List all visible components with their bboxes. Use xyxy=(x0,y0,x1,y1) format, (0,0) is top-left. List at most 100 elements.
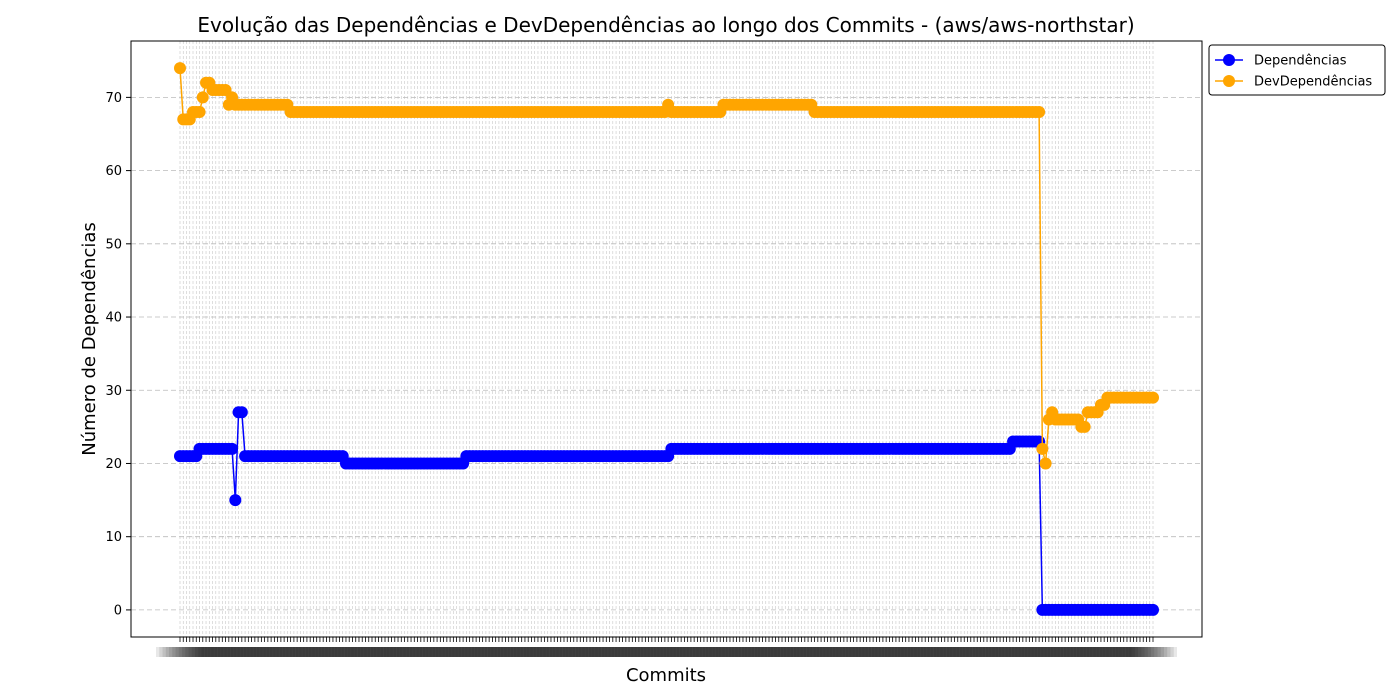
x-tick-label-blob xyxy=(507,647,556,657)
x-tick-label-blob xyxy=(465,647,514,657)
x-tick-label-blob xyxy=(950,647,999,657)
x-tick-label-blob xyxy=(487,647,536,657)
x-tick-label-blob xyxy=(546,647,595,657)
x-tick-label-blob xyxy=(686,647,735,657)
x-tick-label-blob xyxy=(692,647,741,657)
x-tick-label-blob xyxy=(761,647,810,657)
x-tick-label-blob xyxy=(1037,647,1086,657)
x-tick-label-blob xyxy=(429,647,478,657)
x-tick-label-blob xyxy=(523,647,572,657)
x-tick-label-blob xyxy=(738,647,787,657)
x-tick-label-blob xyxy=(292,647,341,657)
x-tick-label-blob xyxy=(1129,647,1177,657)
x-tick-label-blob xyxy=(845,647,894,657)
x-tick-label-blob xyxy=(748,647,797,657)
x-axis-label: Commits xyxy=(626,665,706,686)
x-tick-label-blob xyxy=(458,647,507,657)
x-tick-label-blob xyxy=(634,647,683,657)
x-tick-label-blob xyxy=(582,647,631,657)
x-tick-label-blob xyxy=(530,647,579,657)
x-tick-label-blob xyxy=(1125,647,1174,657)
plot-frame xyxy=(130,40,1203,638)
x-tick-label-blob xyxy=(683,647,732,657)
x-tick-label-blob xyxy=(803,647,852,657)
x-tick-label-blob xyxy=(627,647,676,657)
x-tick-label-blob xyxy=(484,647,533,657)
x-tick-label-blob xyxy=(943,647,992,657)
series-layer xyxy=(174,62,1159,616)
x-tick-label-blob xyxy=(549,647,598,657)
x-tick-label-blob xyxy=(901,647,950,657)
x-tick-label-blob xyxy=(891,647,940,657)
x-tick-label-blob xyxy=(439,647,488,657)
x-tick-label-blob xyxy=(579,647,628,657)
x-tick-label-blob xyxy=(400,647,449,657)
x-tick-label-blob xyxy=(572,647,621,657)
x-tick-label-blob xyxy=(605,647,654,657)
x-tick-label-blob xyxy=(533,647,582,657)
x-tick-label-blob xyxy=(819,647,868,657)
x-tick-label-blob xyxy=(474,647,523,657)
x-tick-label-blob xyxy=(1002,647,1051,657)
x-tick-label-blob xyxy=(276,647,325,657)
x-tick-label-blob xyxy=(907,647,956,657)
x-tick-label-blob xyxy=(510,647,559,657)
x-tick-label-blob xyxy=(416,647,465,657)
x-tick-label-blob xyxy=(976,647,1025,657)
x-tick-label-blob xyxy=(214,647,263,657)
x-tick-label-blob xyxy=(956,647,1005,657)
x-tick-label-blob xyxy=(413,647,462,657)
x-tick-label-blob xyxy=(562,647,611,657)
x-tick-label-blob xyxy=(331,647,380,657)
x-tick-label-blob xyxy=(989,647,1038,657)
x-tick-label-blob xyxy=(500,647,549,657)
x-tick-label-blob xyxy=(403,647,452,657)
x-tick-label-blob xyxy=(657,647,706,657)
x-tick-label-blob xyxy=(1018,647,1067,657)
x-tick-label-blob xyxy=(393,647,442,657)
x-tick-label-blob xyxy=(260,647,309,657)
x-tick-label-blob xyxy=(702,647,751,657)
x-tick-label-blob xyxy=(1015,647,1064,657)
data-point xyxy=(1033,106,1046,119)
x-tick-label-blob xyxy=(468,647,517,657)
x-tick-label-blob xyxy=(1031,647,1080,657)
x-tick-label-blob xyxy=(725,647,774,657)
x-tick-label-blob xyxy=(165,647,214,657)
x-tick-label-blob xyxy=(810,647,859,657)
x-tick-label-blob xyxy=(559,647,608,657)
x-tick-label-blob xyxy=(985,647,1034,657)
x-tick-label-blob xyxy=(888,647,937,657)
x-tick-label-blob xyxy=(344,647,393,657)
y-tick-label: 0 xyxy=(114,603,122,618)
x-tick-label-blob xyxy=(263,647,312,657)
x-tick-label-blob xyxy=(917,647,966,657)
x-tick-label-blob xyxy=(836,647,885,657)
x-tick-label-blob xyxy=(396,647,445,657)
x-tick-label-blob xyxy=(601,647,650,657)
legend-marker xyxy=(1223,54,1235,66)
x-tick-label-blob xyxy=(673,647,722,657)
x-tick-label-blob xyxy=(1041,647,1090,657)
x-tick-label-blob xyxy=(966,647,1015,657)
x-tick-label-blob xyxy=(308,647,357,657)
x-tick-label-blob xyxy=(1102,647,1151,657)
x-tick-label-blob xyxy=(1076,647,1125,657)
x-tick-label-blob xyxy=(539,647,588,657)
x-tick-label-blob xyxy=(556,647,605,657)
y-axis-label: Número de Dependências xyxy=(79,222,100,456)
x-tick-label-blob xyxy=(1060,647,1109,657)
x-tick-label-blob xyxy=(243,647,292,657)
legend-box xyxy=(1208,44,1386,96)
x-tick-label-blob xyxy=(774,647,823,657)
data-point xyxy=(193,106,206,119)
y-tick-label: 20 xyxy=(105,457,122,472)
x-tick-label-blob xyxy=(1054,647,1103,657)
x-tick-label-blob xyxy=(250,647,299,657)
x-tick-label-blob xyxy=(279,647,328,657)
x-tick-label-blob xyxy=(341,647,390,657)
x-tick-label-blob xyxy=(364,647,413,657)
x-tick-label-blob xyxy=(1067,647,1116,657)
x-tick-label-blob xyxy=(946,647,995,657)
x-tick-label-blob xyxy=(370,647,419,657)
